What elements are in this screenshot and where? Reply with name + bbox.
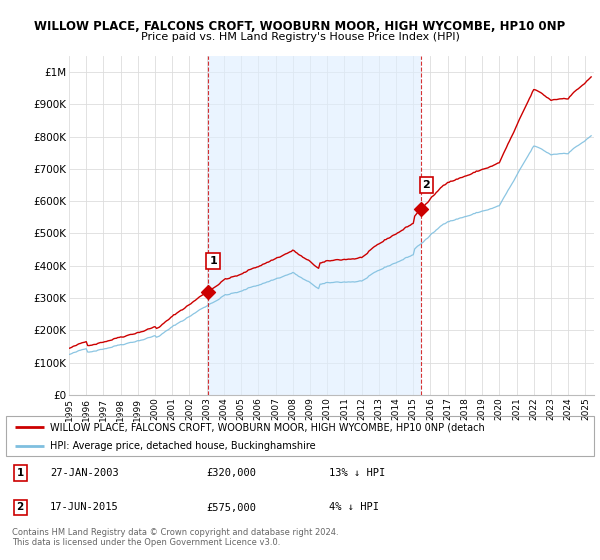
Text: 2: 2 [17,502,24,512]
Point [416,205,426,214]
Text: 1: 1 [17,468,24,478]
Text: 4% ↓ HPI: 4% ↓ HPI [329,502,379,512]
Text: 17-JUN-2015: 17-JUN-2015 [50,502,119,512]
Text: WILLOW PLACE, FALCONS CROFT, WOOBURN MOOR, HIGH WYCOMBE, HP10 0NP (detach: WILLOW PLACE, FALCONS CROFT, WOOBURN MOO… [50,422,485,432]
Text: 1: 1 [209,256,217,266]
Point [203,287,213,296]
Text: Price paid vs. HM Land Registry's House Price Index (HPI): Price paid vs. HM Land Registry's House … [140,32,460,43]
Text: 13% ↓ HPI: 13% ↓ HPI [329,468,386,478]
Text: Contains HM Land Registry data © Crown copyright and database right 2024.
This d: Contains HM Land Registry data © Crown c… [12,528,338,547]
Text: £575,000: £575,000 [206,502,256,512]
Text: £320,000: £320,000 [206,468,256,478]
Text: 27-JAN-2003: 27-JAN-2003 [50,468,119,478]
Text: HPI: Average price, detached house, Buckinghamshire: HPI: Average price, detached house, Buck… [50,441,316,451]
Bar [208,56,421,395]
Text: WILLOW PLACE, FALCONS CROFT, WOOBURN MOOR, HIGH WYCOMBE, HP10 0NP: WILLOW PLACE, FALCONS CROFT, WOOBURN MOO… [34,20,566,32]
Text: 2: 2 [422,180,430,190]
